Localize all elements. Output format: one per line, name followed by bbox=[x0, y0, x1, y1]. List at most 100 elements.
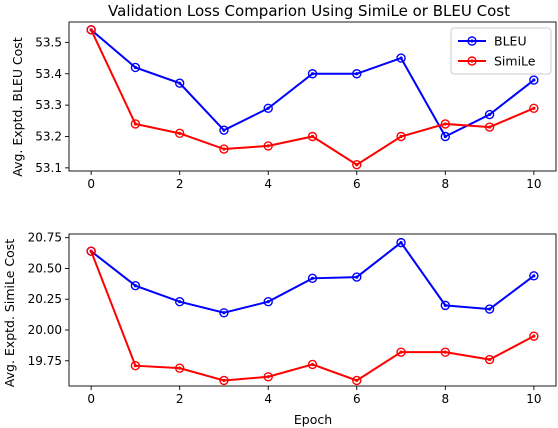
data-point-center bbox=[89, 249, 93, 253]
x-tick-label: 2 bbox=[176, 392, 184, 406]
data-point-center bbox=[532, 78, 536, 82]
data-point-center bbox=[487, 357, 492, 362]
x-tick-label: 10 bbox=[526, 177, 541, 191]
data-point-center bbox=[487, 112, 492, 117]
x-tick-label: 6 bbox=[353, 392, 361, 406]
data-point-center bbox=[532, 274, 536, 278]
data-point-center bbox=[266, 106, 270, 110]
data-point bbox=[263, 141, 273, 151]
x-axis-label: Epoch bbox=[294, 412, 332, 427]
data-point bbox=[174, 78, 185, 88]
data-point bbox=[263, 296, 273, 307]
legend-label-simile: SimiLe bbox=[494, 54, 536, 69]
data-point-center bbox=[310, 134, 315, 139]
plot-frame bbox=[68, 233, 557, 387]
data-point-center bbox=[222, 378, 226, 383]
data-point-center bbox=[222, 311, 226, 315]
y-axis-label-simile: Avg. Exptd. SimiLe Cost bbox=[2, 239, 17, 387]
data-point bbox=[307, 273, 318, 284]
data-point bbox=[86, 246, 96, 256]
y-tick-label: 53.2 bbox=[35, 129, 62, 143]
data-point bbox=[219, 308, 229, 318]
data-point-center bbox=[133, 122, 138, 126]
data-point-center bbox=[443, 350, 447, 354]
data-point bbox=[219, 144, 229, 154]
data-point-center bbox=[178, 81, 182, 85]
data-point-center bbox=[178, 131, 182, 135]
data-point-center bbox=[355, 72, 359, 76]
y-tick-label: 19.75 bbox=[28, 354, 62, 368]
x-tick-label: 6 bbox=[353, 177, 361, 191]
simile-cost-panel: Avg. Exptd. SimiLe Cost Epoch 0 2 4 6 8 10 19.… bbox=[2, 231, 557, 427]
data-point bbox=[174, 128, 185, 139]
data-point bbox=[396, 53, 406, 63]
data-point-center bbox=[399, 56, 403, 60]
data-point bbox=[440, 300, 451, 311]
data-point-center bbox=[532, 334, 536, 338]
y-tick-label: 53.4 bbox=[35, 67, 62, 81]
data-point bbox=[484, 109, 495, 120]
y-tick-label: 20.75 bbox=[28, 231, 62, 245]
data-point bbox=[130, 360, 141, 371]
data-point bbox=[263, 372, 273, 382]
bleu-cost-panel: Validation Loss Comparion Using SimiLe o… bbox=[10, 2, 557, 191]
data-point bbox=[440, 347, 451, 357]
data-point bbox=[352, 160, 362, 170]
y-tick-label: 20.00 bbox=[28, 323, 62, 337]
x-tick-label: 0 bbox=[87, 392, 95, 406]
y-tick-label: 20.50 bbox=[28, 261, 62, 275]
data-point bbox=[440, 131, 451, 142]
y-tick-label: 53.1 bbox=[35, 161, 62, 175]
data-point bbox=[86, 25, 96, 35]
data-point bbox=[396, 131, 406, 142]
data-point bbox=[396, 237, 406, 248]
data-point-center bbox=[310, 72, 315, 76]
data-point bbox=[130, 280, 141, 291]
plot-frame bbox=[68, 21, 557, 172]
x-tick-label: 8 bbox=[441, 177, 449, 191]
data-point bbox=[529, 331, 539, 341]
data-point bbox=[174, 296, 185, 307]
data-point bbox=[130, 119, 141, 129]
x-tick-label: 0 bbox=[87, 177, 95, 191]
y-tick-label: 53.3 bbox=[35, 98, 62, 112]
data-point bbox=[529, 75, 539, 85]
legend-swatch-dot bbox=[470, 39, 474, 43]
data-point-center bbox=[222, 128, 226, 132]
data-point bbox=[440, 119, 451, 129]
data-point bbox=[352, 69, 362, 79]
data-point-center bbox=[443, 122, 447, 126]
data-point bbox=[307, 359, 318, 370]
data-point-center bbox=[487, 307, 492, 311]
data-point bbox=[484, 122, 495, 132]
data-point-center bbox=[133, 65, 138, 70]
data-point-center bbox=[266, 375, 270, 379]
data-point bbox=[130, 62, 141, 73]
data-point bbox=[352, 375, 362, 386]
data-point bbox=[219, 375, 229, 386]
y-tick-label: 20.25 bbox=[28, 292, 62, 306]
data-point bbox=[484, 304, 495, 314]
data-point-center bbox=[222, 147, 226, 151]
data-point bbox=[352, 272, 362, 282]
data-point bbox=[529, 271, 539, 281]
data-point bbox=[263, 103, 273, 113]
data-point-center bbox=[178, 300, 182, 304]
data-point-center bbox=[532, 106, 536, 110]
data-point-center bbox=[89, 28, 93, 32]
data-point-center bbox=[399, 350, 403, 354]
y-tick-label: 53.5 bbox=[35, 35, 62, 49]
data-point bbox=[307, 131, 318, 142]
data-point-center bbox=[399, 134, 403, 139]
data-point-center bbox=[355, 275, 359, 279]
data-point bbox=[219, 125, 229, 135]
data-point-center bbox=[310, 276, 315, 280]
data-point bbox=[307, 69, 318, 79]
x-tick-label: 4 bbox=[264, 177, 272, 191]
data-point-center bbox=[355, 163, 359, 167]
data-point-center bbox=[266, 300, 270, 304]
data-point bbox=[396, 347, 406, 357]
chart-title: Validation Loss Comparion Using SimiLe o… bbox=[108, 2, 510, 20]
legend-swatch-dot bbox=[470, 59, 474, 63]
data-point-center bbox=[487, 125, 492, 129]
